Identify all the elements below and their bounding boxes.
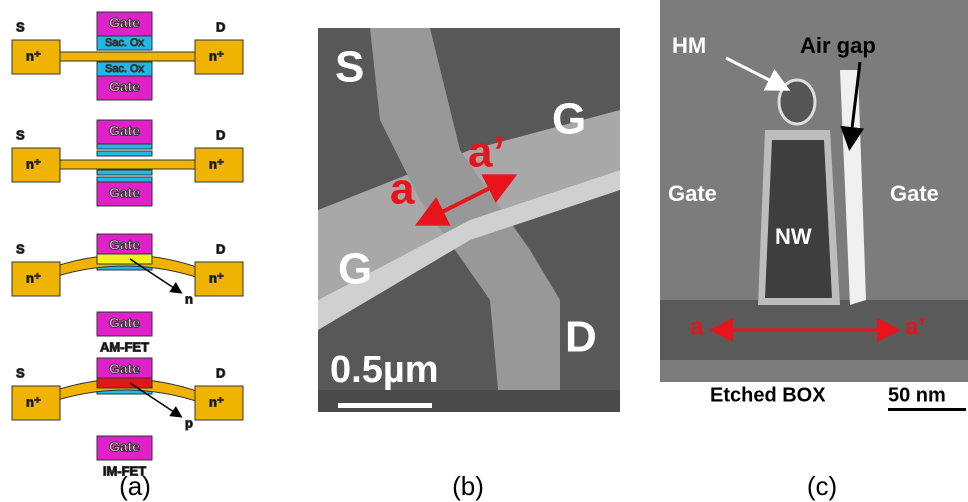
gate-label: Gate bbox=[109, 237, 140, 253]
gate-label: Gate bbox=[109, 361, 140, 377]
channel bbox=[97, 378, 152, 388]
contact-label: n⁺ bbox=[209, 394, 224, 409]
source-label: S bbox=[16, 127, 25, 142]
gate-label: Gate bbox=[109, 315, 140, 331]
label: S bbox=[335, 43, 364, 92]
contact-label: n⁺ bbox=[209, 156, 224, 171]
contact-label: n⁺ bbox=[26, 270, 41, 285]
drain-label: D bbox=[216, 365, 225, 380]
panel-c: HM Air gap Gate Gate NW a a’ Etched BOX … bbox=[660, 0, 968, 501]
contact-label: n⁺ bbox=[209, 270, 224, 285]
channel-label: n bbox=[185, 291, 193, 306]
drain-label: D bbox=[216, 241, 225, 256]
caption: (a) bbox=[119, 471, 151, 501]
source-label: S bbox=[16, 19, 25, 34]
nanowire bbox=[45, 52, 205, 61]
oxide bbox=[97, 177, 152, 182]
label: Air gap bbox=[800, 33, 876, 58]
oxide-label: Sac. Ox bbox=[105, 37, 145, 49]
drain-label: D bbox=[216, 127, 225, 142]
gate-label: Gate bbox=[109, 439, 140, 455]
caption: (c) bbox=[807, 471, 837, 501]
label: HM bbox=[672, 33, 706, 58]
device-name: AM-FET bbox=[100, 339, 149, 354]
label: G bbox=[338, 245, 372, 294]
scale-bar bbox=[888, 408, 966, 411]
label: Gate bbox=[668, 181, 717, 206]
label: Gate bbox=[890, 181, 939, 206]
caption: (b) bbox=[452, 471, 484, 501]
box-label: Etched BOX bbox=[710, 384, 826, 406]
source-label: S bbox=[16, 365, 25, 380]
oxide bbox=[97, 144, 152, 149]
scale-bar bbox=[338, 403, 432, 408]
label: a’ bbox=[905, 313, 925, 340]
nanowire bbox=[45, 160, 205, 169]
label: a bbox=[390, 165, 415, 214]
oxide bbox=[97, 151, 152, 156]
gate-label: Gate bbox=[109, 123, 140, 139]
contact-label: n⁺ bbox=[26, 156, 41, 171]
sem-footer bbox=[318, 390, 620, 412]
source-label: S bbox=[16, 241, 25, 256]
channel-label: p bbox=[185, 415, 193, 430]
gate-label: Gate bbox=[109, 15, 140, 31]
panel-b: S G a’ a G D 0.5µm (b) bbox=[318, 28, 620, 501]
oxide bbox=[97, 170, 152, 175]
nanowire bbox=[765, 140, 832, 298]
gate-label: Gate bbox=[109, 79, 140, 95]
label: a bbox=[690, 313, 704, 340]
label: D bbox=[565, 313, 597, 362]
label: a’ bbox=[468, 128, 505, 177]
channel bbox=[97, 254, 152, 264]
label: G bbox=[552, 95, 586, 144]
scale-label: 0.5µm bbox=[330, 349, 439, 391]
contact-label: n⁺ bbox=[26, 48, 41, 63]
drain-label: D bbox=[216, 19, 225, 34]
label: NW bbox=[775, 224, 812, 249]
scale-label: 50 nm bbox=[888, 384, 946, 406]
oxide-label: Sac. Ox bbox=[105, 63, 145, 75]
contact-label: n⁺ bbox=[209, 48, 224, 63]
gate-label: Gate bbox=[109, 185, 140, 201]
contact-label: n⁺ bbox=[26, 394, 41, 409]
figure: GateSac. Oxn⁺n⁺SDSac. OxGateGaten⁺n⁺SDGa… bbox=[0, 0, 968, 502]
